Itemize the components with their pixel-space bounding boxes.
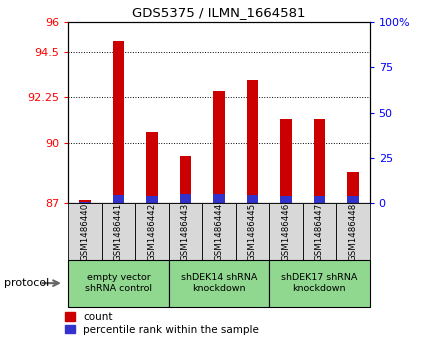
Bar [68, 260, 169, 307]
Bar [347, 196, 359, 203]
Text: shDEK17 shRNA
knockdown: shDEK17 shRNA knockdown [281, 273, 358, 293]
Bar [336, 203, 370, 260]
Title: GDS5375 / ILMN_1664581: GDS5375 / ILMN_1664581 [132, 6, 306, 19]
Text: GSM1486448: GSM1486448 [348, 202, 357, 261]
Bar [68, 203, 102, 260]
Bar [236, 203, 269, 260]
Bar [280, 119, 292, 203]
Bar [135, 203, 169, 260]
Text: protocol: protocol [4, 278, 50, 288]
Bar [180, 194, 191, 203]
Text: GSM1486440: GSM1486440 [81, 202, 89, 261]
Bar [246, 80, 258, 203]
Text: shDEK14 shRNA
knockdown: shDEK14 shRNA knockdown [181, 273, 257, 293]
Bar [246, 195, 258, 203]
Bar [146, 132, 158, 203]
Text: GSM1486445: GSM1486445 [248, 202, 257, 261]
Bar [113, 41, 124, 203]
Text: GSM1486442: GSM1486442 [147, 202, 157, 261]
Bar [303, 203, 336, 260]
Bar [314, 119, 325, 203]
Text: GSM1486443: GSM1486443 [181, 202, 190, 261]
Bar [280, 196, 292, 203]
Bar [269, 203, 303, 260]
Bar [180, 156, 191, 203]
Text: GSM1486446: GSM1486446 [281, 202, 290, 261]
Bar [146, 196, 158, 203]
Bar [202, 203, 236, 260]
Bar [113, 195, 124, 203]
Text: GSM1486444: GSM1486444 [214, 202, 224, 261]
Bar [314, 196, 325, 203]
Text: GSM1486441: GSM1486441 [114, 202, 123, 261]
Text: GSM1486447: GSM1486447 [315, 202, 324, 261]
Bar [169, 203, 202, 260]
Text: empty vector
shRNA control: empty vector shRNA control [85, 273, 152, 293]
Bar [79, 200, 91, 203]
Bar [213, 194, 225, 203]
Bar [347, 172, 359, 203]
Bar [269, 260, 370, 307]
Bar [169, 260, 269, 307]
Legend: count, percentile rank within the sample: count, percentile rank within the sample [65, 312, 259, 335]
Bar [102, 203, 135, 260]
Bar [213, 91, 225, 203]
